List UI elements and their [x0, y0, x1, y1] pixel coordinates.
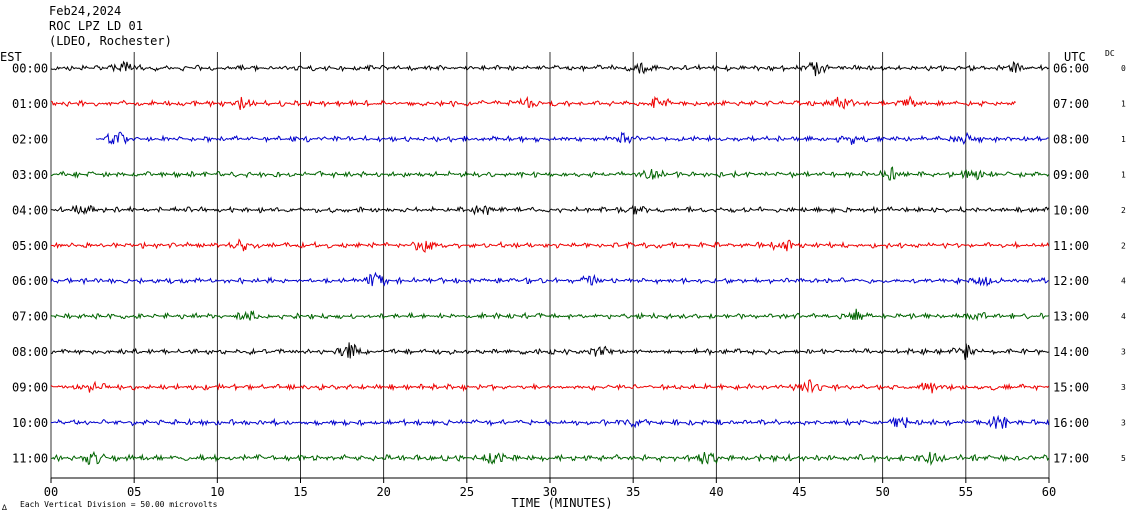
chart-network: (LDEO, Rochester)	[49, 34, 172, 48]
trace-0900	[50, 379, 1050, 394]
trace-0400	[50, 203, 1050, 216]
x-tick-label: 40	[709, 485, 723, 499]
chart-date: Feb24,2024	[49, 4, 121, 18]
est-hour-label: 04:00	[12, 203, 48, 217]
utc-hour-label: 14:00	[1053, 345, 1089, 359]
utc-hour-label: 08:00	[1053, 132, 1089, 146]
utc-hour-label: 13:00	[1053, 310, 1089, 324]
x-tick-label: 55	[959, 485, 973, 499]
est-hour-label: 10:00	[12, 416, 48, 430]
est-hour-label: 01:00	[12, 97, 48, 111]
dc-header-label: DC	[1105, 49, 1115, 58]
trace-lines	[50, 60, 1050, 467]
row-labels: 00:00 06:00 0 01:00 07:00 1 02:00 08:00 1 03:00 09…	[12, 62, 1126, 466]
utc-hour-label: 16:00	[1053, 416, 1089, 430]
x-tick-label: 45	[792, 485, 806, 499]
dc-value-label: 1	[1121, 170, 1126, 179]
dc-value-label: 1	[1121, 99, 1126, 108]
trace-0300	[50, 166, 1050, 181]
dc-value-label: 3	[1121, 383, 1126, 392]
est-hour-label: 08:00	[12, 345, 48, 359]
trace-0200	[95, 131, 1049, 145]
x-tick-label: 05	[127, 485, 141, 499]
trace-1100	[50, 450, 1050, 467]
x-axis-title: TIME (MINUTES)	[511, 496, 612, 510]
utc-hour-label: 10:00	[1053, 203, 1089, 217]
trace-0100	[50, 95, 1016, 111]
x-tick-label: 50	[875, 485, 889, 499]
est-hour-label: 07:00	[12, 310, 48, 324]
x-axis-ticks: 00 05 10 15 20 25 30 35 40 45 50 55 60	[44, 478, 1056, 499]
est-hour-label: 03:00	[12, 168, 48, 182]
est-hour-label: 05:00	[12, 239, 48, 253]
x-tick-label: 15	[293, 485, 307, 499]
est-hour-label: 02:00	[12, 132, 48, 146]
utc-hour-label: 07:00	[1053, 97, 1089, 111]
est-hour-label: 09:00	[12, 381, 48, 395]
x-tick-label: 30	[543, 485, 557, 499]
dc-value-label: 4	[1121, 277, 1126, 286]
footnote-text: Each Vertical Division = 50.00 microvolt…	[20, 500, 218, 509]
dc-value-label: 3	[1121, 348, 1126, 357]
dc-value-label: 4	[1121, 312, 1126, 321]
utc-hour-label: 15:00	[1053, 381, 1089, 395]
dc-value-label: 2	[1121, 241, 1126, 250]
x-tick-label: 20	[376, 485, 390, 499]
est-zone-label: EST	[0, 50, 22, 64]
trace-0600	[50, 271, 1049, 288]
utc-hour-label: 06:00	[1053, 62, 1089, 76]
trace-0500	[50, 238, 1050, 253]
trace-1000	[50, 414, 1050, 429]
trace-0000	[50, 60, 1049, 77]
chart-station: ROC LPZ LD 01	[49, 19, 143, 33]
est-hour-label: 11:00	[12, 451, 48, 465]
utc-zone-label: UTC	[1064, 50, 1086, 64]
x-tick-label: 35	[626, 485, 640, 499]
utc-hour-label: 09:00	[1053, 168, 1089, 182]
utc-hour-label: 11:00	[1053, 239, 1089, 253]
trace-0700	[50, 308, 1049, 322]
footnote-mark: ∆	[1, 503, 7, 512]
dc-value-label: 2	[1121, 206, 1126, 215]
dc-value-label: 5	[1121, 454, 1126, 463]
est-hour-label: 00:00	[12, 62, 48, 76]
dc-value-label: 0	[1121, 64, 1126, 73]
dc-value-label: 1	[1121, 135, 1126, 144]
utc-hour-label: 12:00	[1053, 274, 1089, 288]
x-tick-label: 10	[210, 485, 224, 499]
dc-value-label: 3	[1121, 419, 1126, 428]
utc-hour-label: 17:00	[1053, 451, 1089, 465]
trace-0800	[50, 342, 1049, 360]
grid-lines	[50, 52, 1050, 479]
x-tick-label: 60	[1042, 485, 1056, 499]
x-tick-label: 00	[44, 485, 58, 499]
est-hour-label: 06:00	[12, 274, 48, 288]
x-tick-label: 25	[460, 485, 474, 499]
